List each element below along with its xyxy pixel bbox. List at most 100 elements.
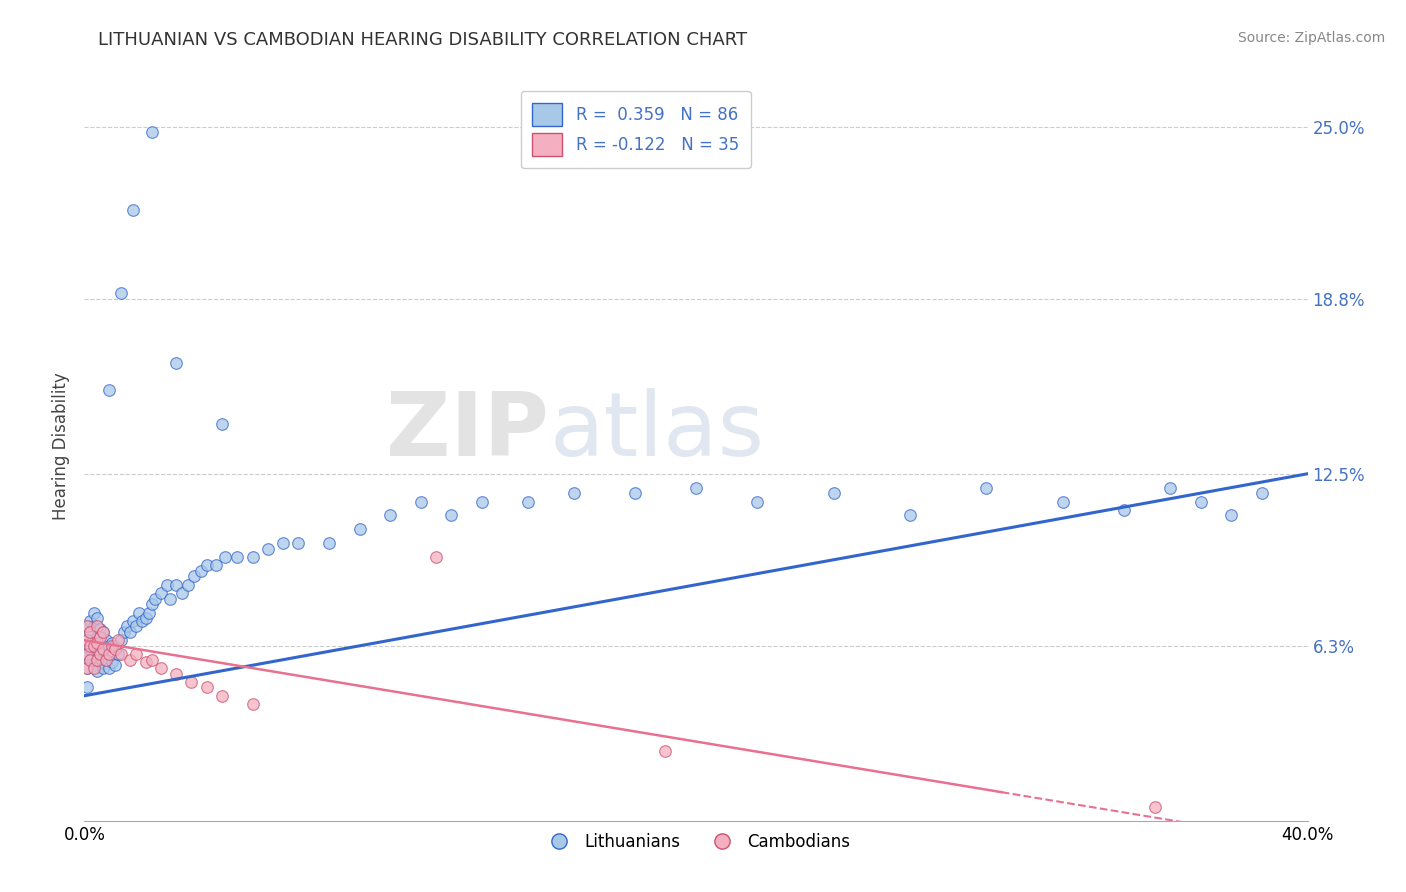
Point <box>86 647 108 661</box>
Point <box>89 639 111 653</box>
Point <box>195 558 218 573</box>
Point <box>172 586 194 600</box>
Point <box>79 624 101 639</box>
Point <box>149 586 172 600</box>
Point <box>110 647 132 661</box>
Point <box>195 681 218 695</box>
Point <box>135 656 157 670</box>
Point <box>1159 481 1181 495</box>
Point <box>1143 799 1166 814</box>
Point <box>211 417 233 431</box>
Point <box>149 661 172 675</box>
Point <box>976 481 998 495</box>
Point <box>159 591 181 606</box>
Point <box>104 658 127 673</box>
Point <box>79 653 101 667</box>
Point <box>165 356 187 370</box>
Point <box>83 658 105 673</box>
Point <box>409 494 432 508</box>
Point <box>76 647 98 661</box>
Point <box>76 633 98 648</box>
Point <box>125 647 148 661</box>
Point <box>83 639 105 653</box>
Point <box>86 636 108 650</box>
Point <box>79 641 101 656</box>
Point <box>97 661 120 675</box>
Point <box>156 578 179 592</box>
Point <box>115 619 138 633</box>
Point <box>257 541 280 556</box>
Text: ZIP: ZIP <box>387 387 550 475</box>
Text: Source: ZipAtlas.com: Source: ZipAtlas.com <box>1237 31 1385 45</box>
Point <box>110 633 132 648</box>
Point <box>624 486 647 500</box>
Point <box>180 674 202 689</box>
Point <box>97 384 120 398</box>
Point <box>83 619 105 633</box>
Point <box>1189 494 1212 508</box>
Point <box>190 564 212 578</box>
Point <box>165 578 187 592</box>
Point <box>165 666 187 681</box>
Point <box>131 614 153 628</box>
Point <box>89 647 111 661</box>
Point <box>380 508 402 523</box>
Point <box>86 611 108 625</box>
Point <box>183 569 205 583</box>
Point <box>94 633 117 648</box>
Point <box>79 653 101 667</box>
Legend: Lithuanians, Cambodians: Lithuanians, Cambodians <box>536 826 856 857</box>
Point <box>76 681 98 695</box>
Point <box>425 549 447 564</box>
Point <box>898 508 921 523</box>
Point <box>271 536 294 550</box>
Point <box>242 549 264 564</box>
Point <box>91 624 114 639</box>
Point <box>97 639 120 653</box>
Text: LITHUANIAN VS CAMBODIAN HEARING DISABILITY CORRELATION CHART: LITHUANIAN VS CAMBODIAN HEARING DISABILI… <box>98 31 748 49</box>
Point <box>86 653 108 667</box>
Point <box>76 647 98 661</box>
Point <box>128 606 150 620</box>
Point <box>104 639 127 653</box>
Point <box>76 661 98 675</box>
Point <box>91 641 114 656</box>
Point <box>107 647 129 661</box>
Point <box>1220 508 1243 523</box>
Point <box>685 481 707 495</box>
Point <box>177 578 200 592</box>
Point <box>76 633 98 648</box>
Point <box>89 656 111 670</box>
Text: atlas: atlas <box>550 387 765 475</box>
Point <box>89 622 111 636</box>
Point <box>76 619 98 633</box>
Point <box>349 522 371 536</box>
Point <box>91 624 114 639</box>
Point <box>79 614 101 628</box>
Point <box>135 611 157 625</box>
Point <box>83 606 105 620</box>
Point <box>1114 503 1136 517</box>
Point <box>562 486 585 500</box>
Point <box>94 653 117 667</box>
Point <box>205 558 228 573</box>
Point <box>516 494 538 508</box>
Point <box>101 656 124 670</box>
Point <box>76 661 98 675</box>
Point <box>97 647 120 661</box>
Point <box>318 536 340 550</box>
Point <box>471 494 494 508</box>
Point <box>76 619 98 633</box>
Point <box>120 653 142 667</box>
Point <box>91 661 114 675</box>
Point <box>214 549 236 564</box>
Point <box>101 639 124 653</box>
Point <box>86 664 108 678</box>
Point <box>1052 494 1074 508</box>
Point <box>654 744 676 758</box>
Point <box>86 619 108 633</box>
Point <box>141 125 163 139</box>
Point <box>747 494 769 508</box>
Point <box>1250 486 1272 500</box>
Y-axis label: Hearing Disability: Hearing Disability <box>52 372 70 520</box>
